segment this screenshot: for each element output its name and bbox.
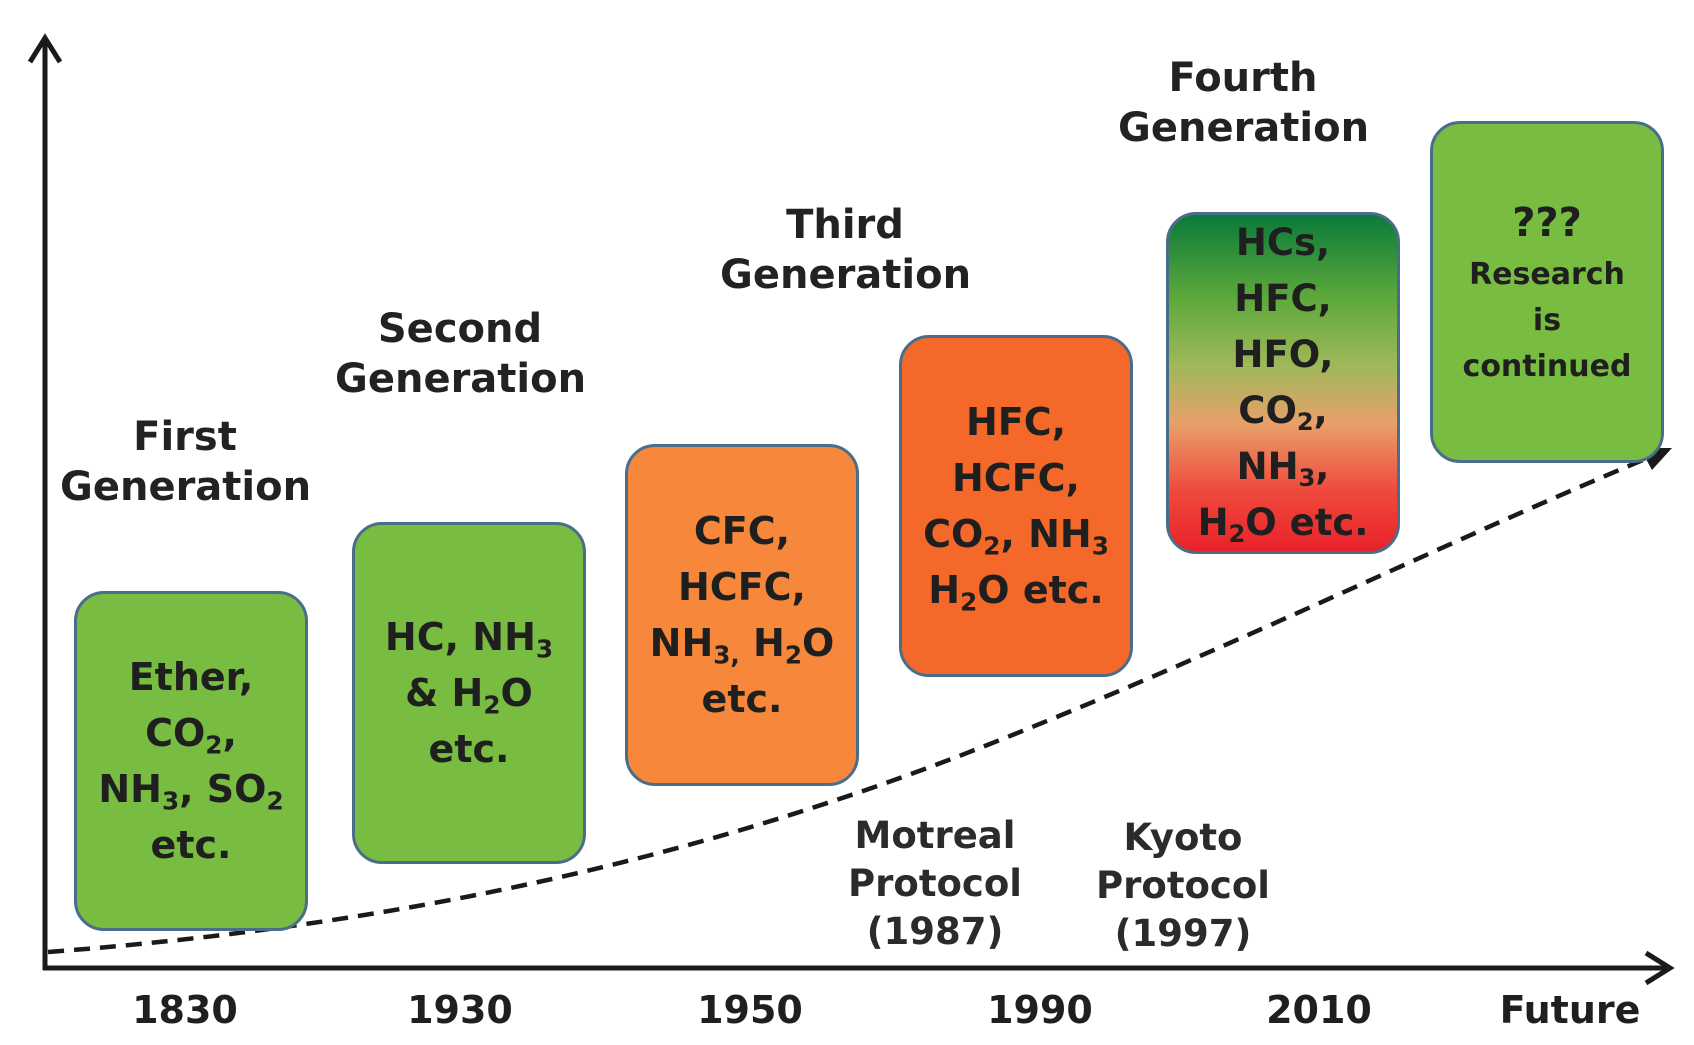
second-generation-label: Second Generation — [335, 306, 587, 402]
box-1930-refrigerants: HC, NH3 & H2O etc. — [352, 522, 586, 864]
year-label-2010: 2010 — [1266, 988, 1372, 1032]
box-1950-line: CFC, — [693, 509, 791, 553]
box-future-research: ??? Research is continued — [1430, 121, 1664, 463]
year-label-1930: 1930 — [407, 988, 513, 1032]
box-1950-line: etc. — [701, 677, 783, 721]
year-label-1830: 1830 — [132, 988, 238, 1032]
year-label-1990: 1990 — [987, 988, 1093, 1032]
box-2010-line: H2O etc. — [1197, 501, 1369, 549]
x-axis-arrowhead — [1644, 950, 1675, 986]
box-1830-refrigerants: Ether, CO2, NH3, SO2 etc. — [74, 591, 308, 931]
first-generation-label: First Generation — [60, 414, 312, 510]
box-1950-refrigerants: CFC, HCFC, NH3, H2O etc. — [625, 444, 859, 786]
box-2010-line: HFO, — [1232, 333, 1334, 376]
box-future-line: Research — [1469, 257, 1625, 292]
third-generation-label: Third Generation — [720, 202, 972, 298]
box-2010-line: NH3, — [1236, 445, 1330, 493]
box-2010-line: HFC, — [1234, 277, 1332, 320]
year-label-future: Future — [1499, 988, 1641, 1032]
box-1990-line: CO2, NH3 — [923, 512, 1109, 561]
box-future-line: is — [1532, 303, 1562, 338]
box-1830-line: Ether, — [128, 655, 254, 699]
y-axis-arrowhead — [27, 33, 63, 64]
year-label-1950: 1950 — [697, 988, 803, 1032]
box-1990-line: H2O etc. — [928, 568, 1104, 617]
fourth-generation-label: Fourth Generation — [1118, 55, 1370, 151]
box-future-line: ??? — [1512, 200, 1582, 246]
box-future-line: continued — [1462, 349, 1632, 384]
box-1930-line: & H2O — [405, 671, 533, 720]
box-1930-line: HC, NH3 — [384, 615, 554, 664]
box-1930-line: etc. — [428, 727, 510, 771]
box-1990-line: HFC, — [965, 400, 1067, 444]
box-2010-refrigerants: HCs, HFC, HFO, CO2, NH3, H2O etc. — [1166, 212, 1400, 554]
box-2010-line: CO2, — [1238, 389, 1328, 437]
box-1950-line: HCFC, — [678, 565, 806, 609]
box-1830-line: CO2, — [145, 711, 237, 760]
box-2010-line: HCs, — [1235, 221, 1331, 264]
kyoto-protocol-label: Kyoto Protocol (1997) — [1096, 816, 1270, 955]
montreal-protocol-label: Motreal Protocol (1987) — [848, 814, 1022, 953]
box-1990-refrigerants: HFC, HCFC, CO2, NH3 H2O etc. — [899, 335, 1133, 677]
box-1830-line: NH3, SO2 — [98, 767, 284, 816]
trend-curve — [47, 452, 1656, 955]
box-1830-line: etc. — [150, 823, 232, 867]
box-1950-line: NH3, H2O — [649, 621, 835, 670]
box-1990-line: HCFC, — [952, 456, 1080, 500]
